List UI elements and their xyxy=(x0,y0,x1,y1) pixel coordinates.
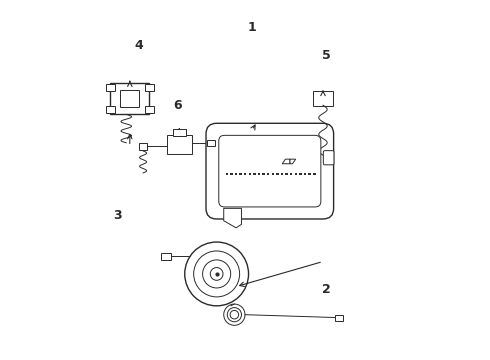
Bar xyxy=(106,106,115,113)
Circle shape xyxy=(210,267,223,280)
Circle shape xyxy=(185,242,248,306)
Circle shape xyxy=(194,251,240,297)
Polygon shape xyxy=(290,159,295,164)
Text: 1: 1 xyxy=(248,21,256,34)
Polygon shape xyxy=(282,159,290,164)
Text: 2: 2 xyxy=(322,283,331,296)
FancyBboxPatch shape xyxy=(323,150,334,165)
Bar xyxy=(120,90,139,107)
Text: 3: 3 xyxy=(113,209,122,222)
FancyBboxPatch shape xyxy=(314,91,333,106)
Text: 4: 4 xyxy=(134,39,143,52)
Bar xyxy=(161,253,171,260)
Bar xyxy=(207,140,215,146)
Polygon shape xyxy=(224,208,242,228)
Bar xyxy=(145,84,154,91)
Bar xyxy=(106,84,115,91)
Bar xyxy=(139,143,147,150)
Bar xyxy=(335,315,343,321)
Bar xyxy=(145,106,154,113)
FancyBboxPatch shape xyxy=(167,135,192,154)
Bar xyxy=(173,129,186,136)
FancyBboxPatch shape xyxy=(110,82,149,114)
Text: 6: 6 xyxy=(173,99,182,112)
FancyBboxPatch shape xyxy=(219,135,321,207)
Text: 5: 5 xyxy=(322,49,331,62)
Circle shape xyxy=(202,260,231,288)
FancyBboxPatch shape xyxy=(206,123,334,219)
